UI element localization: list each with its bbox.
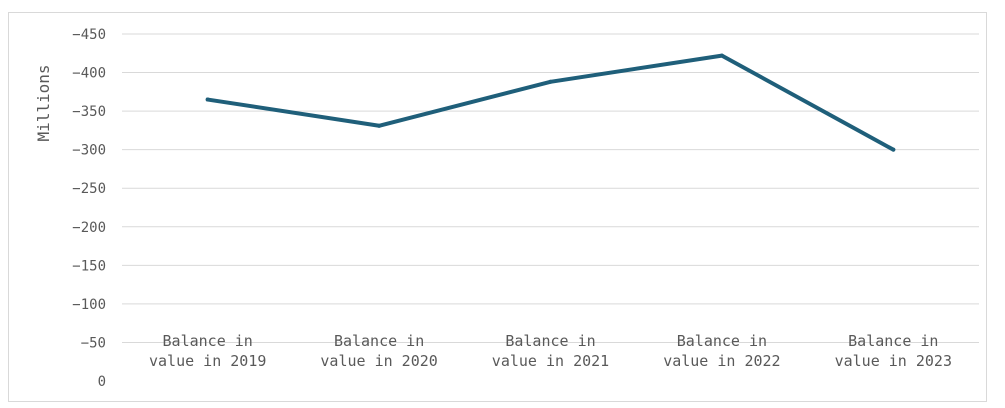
y-tick-label: −400	[72, 66, 106, 82]
data-point	[205, 97, 210, 102]
y-tick-label: −100	[72, 297, 106, 313]
data-point	[548, 79, 553, 84]
y-tick-label: −250	[72, 181, 106, 197]
x-category-label: Balance in value in 2020	[320, 332, 437, 370]
y-tick-label: −450	[72, 27, 106, 43]
data-point	[891, 147, 896, 152]
y-tick-label: −50	[81, 335, 106, 351]
chart-area: 0 −50 −100 −150 −200 −250 −300 −350 −400 −450 Bal…	[8, 12, 987, 402]
x-category-label: Balance in value in 2019	[149, 332, 266, 370]
y-tick-label: 0	[98, 374, 106, 390]
y-axis-tick-labels: 0 −50 −100 −150 −200 −250 −300 −350 −400 −450	[72, 27, 106, 390]
gridlines	[122, 33, 979, 343]
data-point	[719, 53, 724, 58]
series-line	[205, 53, 896, 152]
y-tick-label: −300	[72, 143, 106, 159]
data-point	[377, 123, 382, 128]
y-tick-label: −200	[72, 220, 106, 236]
y-axis-title: Millions	[34, 64, 53, 141]
x-category-label: Balance in value in 2023	[835, 332, 952, 370]
line-chart: 0 −50 −100 −150 −200 −250 −300 −350 −400 −450 Bal…	[34, 27, 979, 390]
x-category-label: Balance in value in 2021	[492, 332, 609, 370]
x-axis-category-labels: Balance in value in 2019 Balance in value i…	[149, 332, 952, 370]
x-category-label: Balance in value in 2022	[663, 332, 780, 370]
series-layer	[205, 53, 896, 152]
y-tick-label: −150	[72, 258, 106, 274]
y-tick-label: −350	[72, 104, 106, 120]
